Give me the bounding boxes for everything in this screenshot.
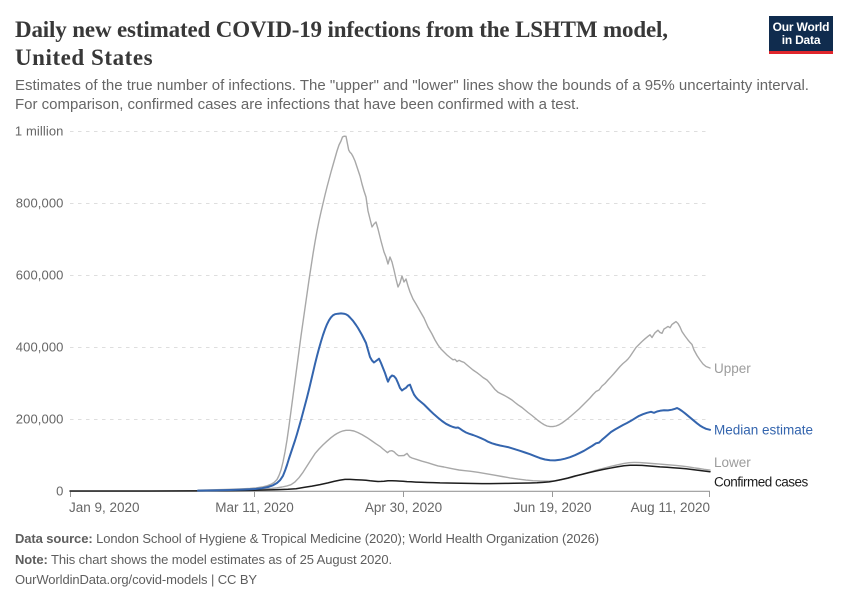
svg-text:200,000: 200,000 (16, 412, 64, 427)
svg-text:Aug 11, 2020: Aug 11, 2020 (631, 500, 710, 515)
svg-text:Jan 9, 2020: Jan 9, 2020 (69, 500, 140, 515)
svg-text:Confirmed cases: Confirmed cases (714, 475, 809, 490)
svg-text:Mar 11, 2020: Mar 11, 2020 (215, 500, 294, 515)
svg-text:0: 0 (56, 484, 63, 499)
svg-text:Median estimate: Median estimate (714, 423, 813, 438)
svg-text:400,000: 400,000 (16, 340, 64, 355)
svg-text:800,000: 800,000 (16, 196, 64, 211)
svg-text:Upper: Upper (714, 361, 751, 376)
svg-text:1 million: 1 million (15, 124, 64, 139)
svg-text:Jun 19, 2020: Jun 19, 2020 (513, 500, 591, 515)
svg-text:Apr 30, 2020: Apr 30, 2020 (365, 500, 442, 515)
svg-text:Lower: Lower (714, 455, 751, 470)
svg-text:600,000: 600,000 (16, 268, 64, 283)
